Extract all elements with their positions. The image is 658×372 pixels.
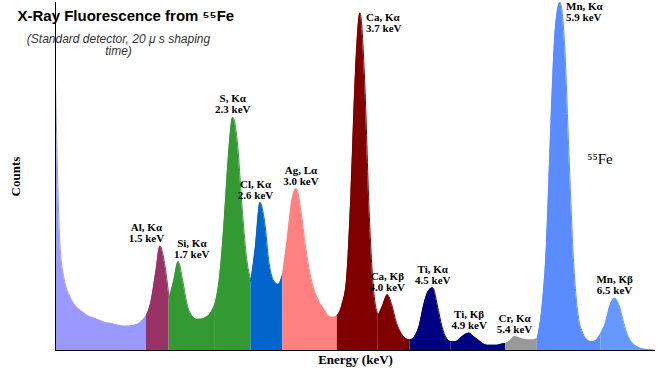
svg-text:(Standard detector, 20 μ s sha: (Standard detector, 20 μ s shapingtime) <box>27 32 211 58</box>
svg-text:Ti, Kα4.5 keV: Ti, Kα4.5 keV <box>415 263 451 286</box>
svg-text:Al, Kα1.5 keV: Al, Kα1.5 keV <box>129 221 165 244</box>
svg-text:Cr, Kα5.4 keV: Cr, Kα5.4 keV <box>497 312 533 335</box>
svg-text:Energy (keV): Energy (keV) <box>318 352 393 367</box>
svg-text:S, Kα2.3 keV: S, Kα2.3 keV <box>215 92 251 115</box>
svg-text:Mn, Kβ6.5 keV: Mn, Kβ6.5 keV <box>596 273 633 296</box>
svg-text:Ti, Kβ4.9 keV: Ti, Kβ4.9 keV <box>451 308 487 331</box>
svg-text:Ca, Kβ4.0 keV: Ca, Kβ4.0 keV <box>370 270 406 293</box>
svg-text:Ag, Lα3.0 keV: Ag, Lα3.0 keV <box>283 164 319 187</box>
svg-text:Cl, Kα2.6 keV: Cl, Kα2.6 keV <box>238 178 274 201</box>
svg-text:⁵⁵Fe: ⁵⁵Fe <box>587 151 613 167</box>
svg-text:X-Ray Fluorescence from ⁵⁵Fe: X-Ray Fluorescence from ⁵⁵Fe <box>18 7 235 24</box>
svg-text:Si, Kα1.7 keV: Si, Kα1.7 keV <box>174 237 210 260</box>
svg-text:Counts: Counts <box>8 157 23 197</box>
svg-text:Ca, Kα3.7 keV: Ca, Kα3.7 keV <box>366 11 402 34</box>
svg-text:Mn, Kα5.9 keV: Mn, Kα5.9 keV <box>566 0 604 23</box>
